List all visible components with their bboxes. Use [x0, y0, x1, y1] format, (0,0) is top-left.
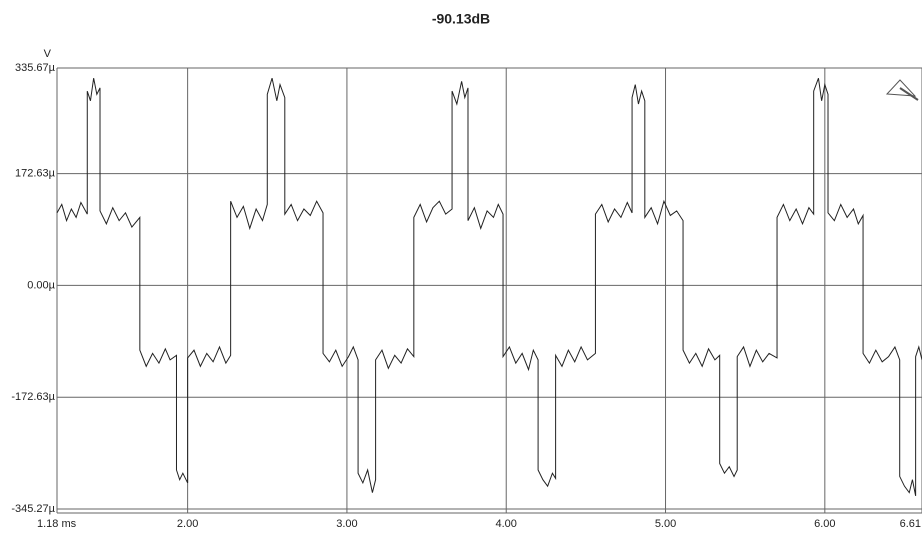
x-tick-label: 4.00: [496, 518, 517, 530]
icon-stroke: [899, 87, 919, 101]
y-tick-label: 335.67µ: [15, 62, 56, 74]
y-tick-label: 172.63µ: [15, 167, 56, 179]
warning-icon: [885, 79, 919, 101]
y-tick-label: 0.00µ: [27, 279, 55, 291]
x-tick-label: 5.00: [655, 518, 676, 530]
y-axis-label: V: [44, 48, 52, 60]
x-tick-label: 6.61: [900, 518, 921, 530]
chart-title: -90.13dB: [432, 11, 490, 27]
y-tick-label: -172.63µ: [11, 391, 55, 403]
waveform-line: [56, 77, 922, 496]
x-tick-label: 1.18 ms: [37, 518, 77, 530]
x-tick-label: 2.00: [177, 518, 198, 530]
icon-triangle: [885, 79, 917, 97]
x-tick-label: 3.00: [336, 518, 357, 530]
y-tick-label: -345.27µ: [11, 503, 55, 515]
x-tick-label: 6.00: [814, 518, 835, 530]
